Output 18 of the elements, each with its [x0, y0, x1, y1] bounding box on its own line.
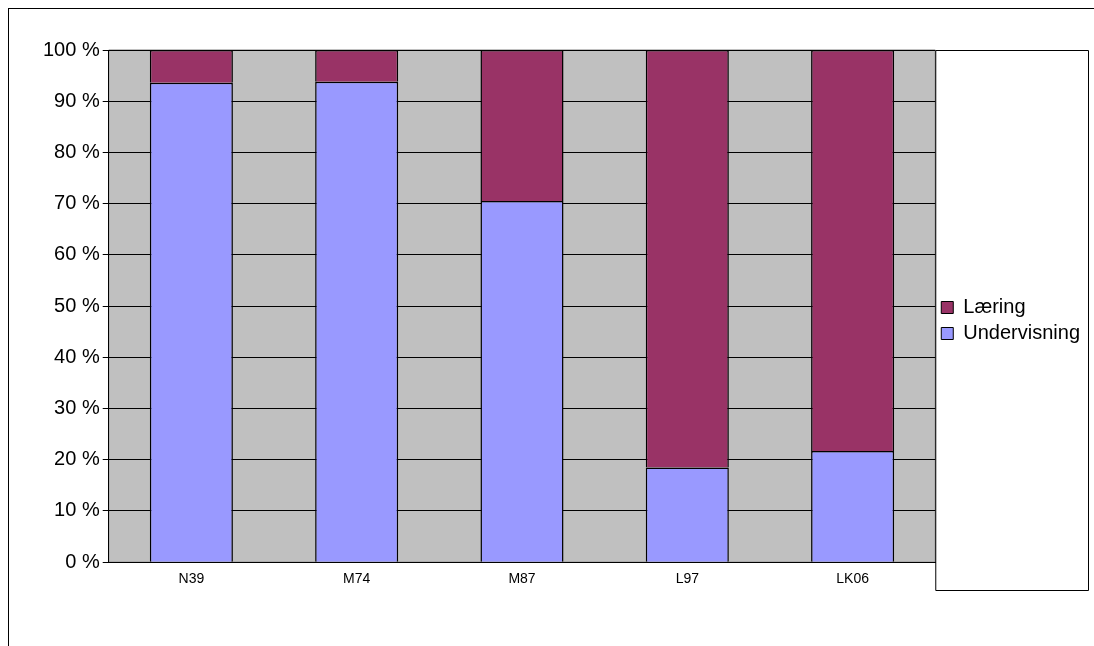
y-tick-label: 70 % [54, 191, 100, 214]
y-tick-label: 20 % [54, 447, 100, 470]
x-tick-label: L97 [675, 570, 700, 587]
legend-label: Læring [963, 295, 1026, 318]
y-tick-label: 10 % [54, 498, 100, 521]
x-tick-label: N39 [178, 570, 205, 587]
y-tick-label: 80 % [54, 139, 100, 162]
y-tick-label: 90 % [54, 88, 100, 111]
x-tick-label: LK06 [836, 570, 870, 587]
legend-label: Undervisning [963, 321, 1081, 344]
y-tick-label: 60 % [54, 242, 100, 265]
y-tick-label: 30 % [54, 396, 100, 419]
x-tick-label: M74 [343, 570, 371, 587]
x-tick-label: M87 [508, 570, 536, 587]
y-tick-label: 50 % [54, 293, 100, 316]
y-tick-label: 40 % [54, 344, 100, 367]
y-tick-label: 0 % [65, 549, 100, 572]
y-tick-label: 100 % [42, 37, 100, 60]
